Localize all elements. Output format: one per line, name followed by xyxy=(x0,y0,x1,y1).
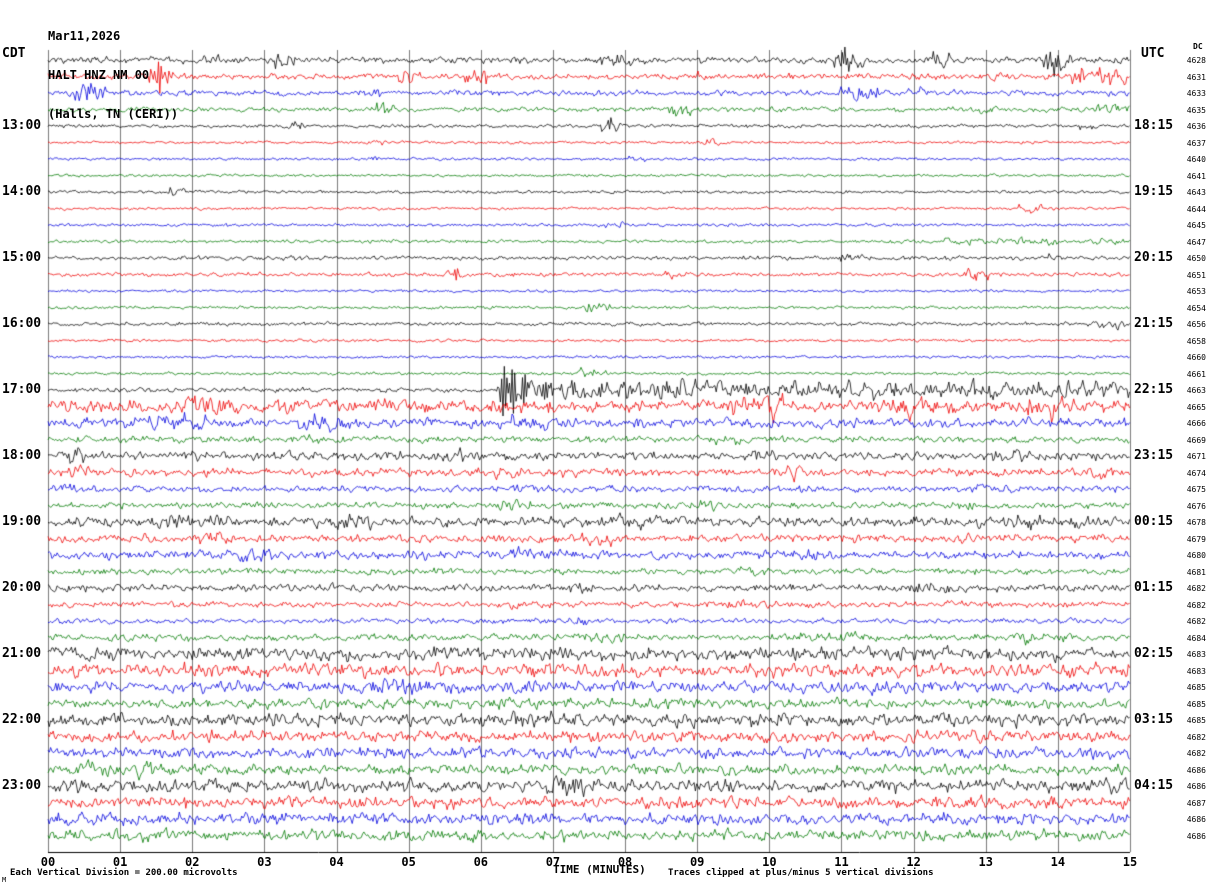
right-hour-label: 20:15 xyxy=(1134,250,1174,265)
dc-value: 4654 xyxy=(1186,303,1206,313)
dc-value: 4685 xyxy=(1186,699,1206,709)
x-tick-label: 03 xyxy=(257,855,272,869)
title-block: Mar11,2026 HALT HNZ NM 00 (Halls, TN (CE… xyxy=(48,4,178,147)
dc-value: 4683 xyxy=(1186,650,1206,659)
dc-value: 4647 xyxy=(1186,237,1206,247)
x-tick-label: 11 xyxy=(834,855,849,869)
dc-value: 4631 xyxy=(1186,72,1206,82)
dc-value: 4653 xyxy=(1186,287,1206,296)
station-location: (Halls, TN (CERI)) xyxy=(48,107,179,121)
x-tick-label: 10 xyxy=(762,855,777,869)
left-timezone-label: CDT xyxy=(2,46,26,61)
right-timezone-label: UTC xyxy=(1141,46,1165,61)
right-hour-label: 21:15 xyxy=(1134,316,1174,331)
x-tick-label: 07 xyxy=(545,855,561,869)
dc-value: 4687 xyxy=(1186,798,1206,808)
left-hour-label: 22:00 xyxy=(2,712,42,727)
dc-value: 4658 xyxy=(1186,336,1206,346)
dc-value: 4669 xyxy=(1186,435,1206,445)
dc-value: 4685 xyxy=(1186,716,1206,725)
x-tick-label: 00 xyxy=(40,855,56,869)
station-id: HALT HNZ NM 00 xyxy=(48,68,150,82)
dc-value: 4686 xyxy=(1186,831,1206,841)
x-tick-label: 14 xyxy=(1050,855,1066,869)
dc-value: 4661 xyxy=(1186,369,1206,379)
dc-value: 4686 xyxy=(1186,765,1206,775)
left-hour-label: 20:00 xyxy=(2,580,42,595)
right-hour-label: 01:15 xyxy=(1134,580,1174,595)
right-hour-label: 03:15 xyxy=(1134,712,1174,727)
dc-value: 4671 xyxy=(1186,452,1206,461)
dc-value: 4684 xyxy=(1186,633,1206,643)
dc-value: 4686 xyxy=(1186,815,1206,824)
left-hour-label: 14:00 xyxy=(2,184,42,199)
right-hour-label: 22:15 xyxy=(1134,382,1174,397)
left-hour-label: 21:00 xyxy=(2,646,42,661)
left-hour-label: 19:00 xyxy=(2,514,42,529)
dc-value: 4681 xyxy=(1186,567,1206,577)
dc-value: 4645 xyxy=(1186,221,1206,230)
dc-value: 4656 xyxy=(1186,320,1206,329)
dc-value: 4685 xyxy=(1186,683,1206,692)
right-hour-label: 19:15 xyxy=(1134,184,1174,199)
dc-value: 4686 xyxy=(1186,782,1206,791)
dc-value: 4678 xyxy=(1186,518,1206,527)
dc-value: 4666 xyxy=(1186,419,1206,428)
dc-value: 4663 xyxy=(1186,386,1206,395)
dc-value: 4682 xyxy=(1186,617,1206,626)
dc-value: 4683 xyxy=(1186,666,1206,676)
x-tick-label: 05 xyxy=(401,855,416,869)
x-tick-label: 06 xyxy=(473,855,489,869)
dc-value: 4660 xyxy=(1186,353,1206,362)
x-tick-label: 09 xyxy=(689,855,705,869)
dc-value: 4628 xyxy=(1186,56,1206,65)
x-tick-label: 08 xyxy=(617,855,633,869)
right-hour-label: 18:15 xyxy=(1134,118,1174,133)
x-tick-label: 01 xyxy=(112,855,128,869)
clip-note: Traces clipped at plus/minus 5 vertical … xyxy=(668,868,934,878)
x-tick-label: 12 xyxy=(906,855,921,869)
dc-value: 4674 xyxy=(1186,468,1206,478)
corner-mark: M xyxy=(2,876,7,884)
left-hour-label: 13:00 xyxy=(2,118,42,133)
x-axis-title: TIME (MINUTES) xyxy=(553,863,646,876)
dc-value: 4676 xyxy=(1186,501,1206,511)
dc-value: 4679 xyxy=(1186,534,1206,544)
dc-value: 4650 xyxy=(1186,254,1206,263)
right-hour-label: 04:15 xyxy=(1134,778,1174,793)
right-hour-label: 02:15 xyxy=(1134,646,1174,661)
dc-value: 4682 xyxy=(1186,584,1206,593)
left-hour-label: 15:00 xyxy=(2,250,42,265)
left-hour-label: 17:00 xyxy=(2,382,42,397)
dc-value: 4636 xyxy=(1186,122,1206,131)
dc-value: 4680 xyxy=(1186,551,1206,560)
dc-value: 4665 xyxy=(1186,402,1206,412)
right-hour-label: 00:15 xyxy=(1134,514,1174,529)
dc-value: 4640 xyxy=(1186,155,1206,164)
left-hour-label: 23:00 xyxy=(2,778,42,793)
dc-value: 4633 xyxy=(1186,89,1206,98)
x-tick-label: 15 xyxy=(1122,855,1138,869)
record-date: Mar11,2026 xyxy=(48,29,121,43)
dc-value: 4682 xyxy=(1186,732,1206,742)
left-hour-label: 18:00 xyxy=(2,448,42,463)
dc-column-header: DC xyxy=(1193,42,1203,51)
scale-note: Each Vertical Division = 200.00 microvol… xyxy=(10,868,238,878)
dc-value: 4682 xyxy=(1186,749,1206,758)
dc-value: 4641 xyxy=(1186,171,1206,181)
dc-value: 4644 xyxy=(1186,204,1206,214)
right-hour-label: 23:15 xyxy=(1134,448,1174,463)
dc-value: 4651 xyxy=(1186,270,1206,280)
dc-value: 4675 xyxy=(1186,485,1206,494)
dc-value: 4637 xyxy=(1186,138,1206,148)
dc-value: 4643 xyxy=(1186,188,1206,197)
x-tick-label: 02 xyxy=(185,855,200,869)
dc-value: 4635 xyxy=(1186,105,1206,115)
x-tick-label: 13 xyxy=(978,855,993,869)
dc-value: 4682 xyxy=(1186,600,1206,610)
left-hour-label: 16:00 xyxy=(2,316,42,331)
x-tick-label: 04 xyxy=(329,855,344,869)
